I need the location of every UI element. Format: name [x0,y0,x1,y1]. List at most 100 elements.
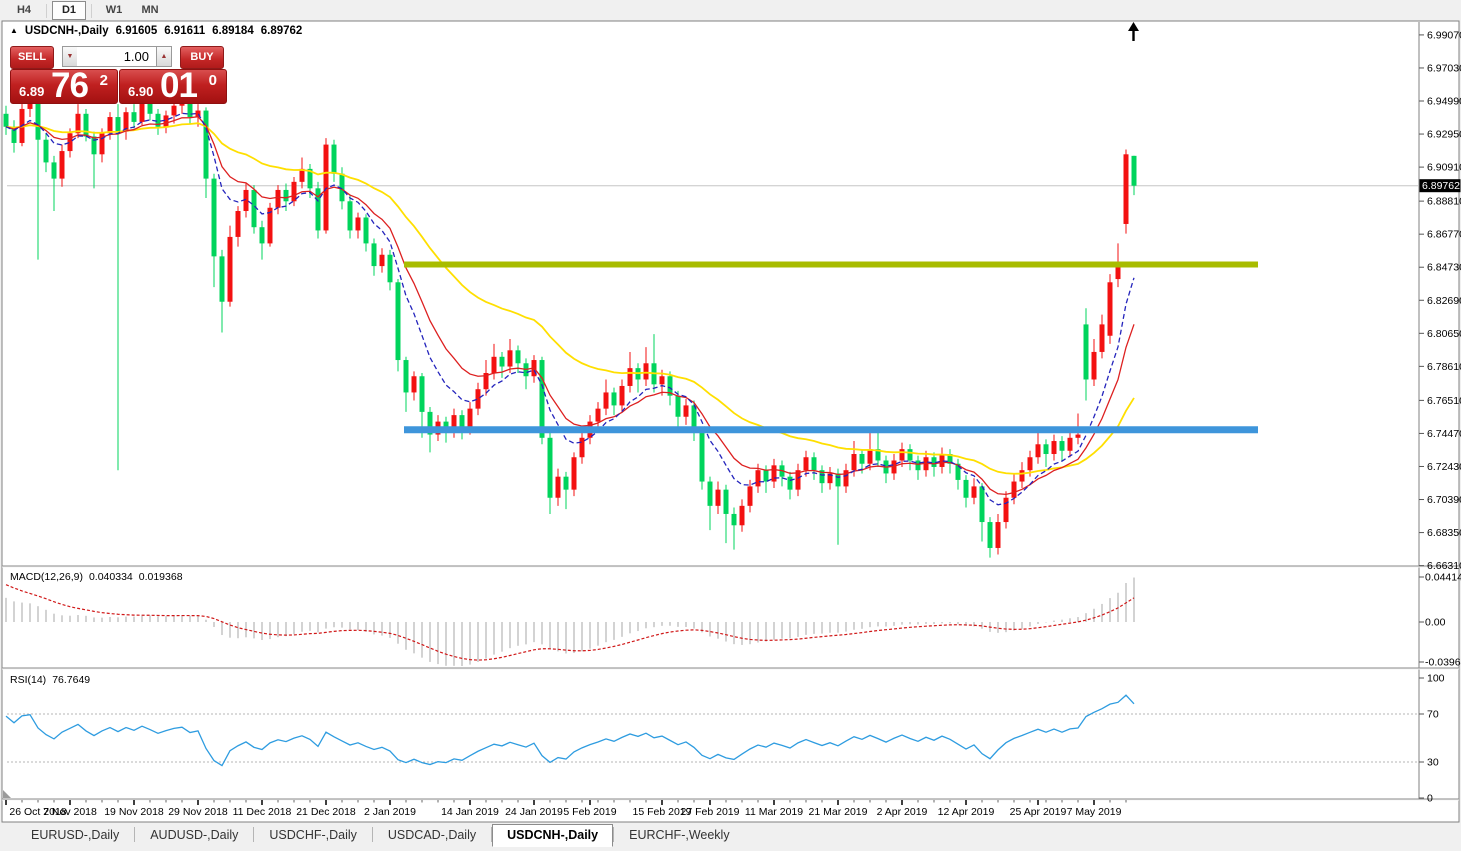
candle-body [131,112,137,122]
macd-axis-label: 0.00 [1425,617,1446,629]
candle-body [891,460,897,474]
bid-price-tile[interactable]: 6.89 76 2 [10,66,118,105]
tab-eurusd[interactable]: EURUSD-,Daily [31,828,120,842]
candle-body [59,151,65,179]
date-tick-label: 14 Jan 2019 [441,806,499,818]
candle-body [219,256,225,302]
candle-body [899,449,905,461]
candle-body [955,463,961,480]
bid-price-small: 6.89 [19,84,45,99]
timeframe-button-mn[interactable]: MN [141,4,159,16]
macd-axis-label: 0.044143 [1425,572,1461,584]
rsi-axis-label: 70 [1427,709,1439,721]
candle-body [795,470,801,490]
candle-body [571,457,577,490]
candle-body [355,217,361,231]
ask-price-tile[interactable]: 6.90 01 0 [119,66,227,105]
current-price-badge-label: 6.89762 [1422,180,1460,192]
macd-indicator-label: MACD(12,26,9) 0.040334 0.019368 [10,571,183,583]
ohlc-close: 6.89762 [260,25,303,37]
date-tick-label: 7 May 2019 [1067,806,1122,818]
candle-body [275,189,281,208]
candle-body [803,457,809,471]
candle-body [1123,154,1129,224]
timeframe-button-d1[interactable]: D1 [52,1,86,20]
candle-body [739,505,745,526]
candle-body [227,236,233,302]
tab-usdcnh[interactable]: USDCNH-,Daily [492,824,614,847]
candle-body [123,112,129,132]
ohlc-low: 6.89184 [212,25,254,37]
current-price-badge [1419,179,1461,193]
rsi-name: RSI(14) [10,674,47,686]
candle-body [51,162,57,179]
candle-body [1131,155,1137,186]
pane-resize-grip[interactable] [3,790,11,798]
candle-body [3,113,9,127]
candle-body [331,144,337,174]
candle-body [547,437,553,498]
tab-usdcad[interactable]: USDCAD-,Daily [387,828,477,842]
price-scale[interactable]: 6.99070 6.97030 6.94990 6.92950 6.90910 6.888… [1419,29,1461,572]
date-tick-label: 15 Feb 2019 [633,806,692,818]
candle-body [379,254,385,267]
candle-body [611,392,617,406]
candle-body [291,181,297,202]
candle-body [35,102,41,140]
price-tick-label: 6.90910 [1427,162,1461,174]
candle-body [851,454,857,471]
collapse-chart-icon[interactable]: ▲ [10,26,18,35]
candle-body [563,476,569,490]
candle-body [411,376,417,393]
candle-body [1075,434,1081,438]
ma-mid-line [5,115,1135,495]
candle-body [819,470,825,484]
candle-body [595,408,601,422]
macd-signal-line [5,584,1135,661]
candle-body [163,115,169,127]
volume-decrease-button[interactable]: ▼ [62,46,78,67]
candle-body [667,376,673,396]
candle-body [1051,441,1057,455]
candle-body [1043,444,1049,455]
candle-body [27,102,33,109]
candle-body [907,449,913,461]
rsi-axis-label: 0 [1427,793,1433,805]
timeframe-button-h4[interactable]: H4 [16,4,32,16]
candle-body [835,473,841,487]
volume-increase-button[interactable]: ▲ [156,46,172,67]
price-tick-label: 6.92950 [1427,129,1461,141]
candle-body [987,522,993,548]
timeframe-button-w1[interactable]: W1 [105,4,123,16]
candle-body [979,486,985,523]
candle-body [211,178,217,257]
volume-input[interactable] [77,46,157,67]
macd-axis-label: -0.03964 [1425,657,1461,669]
sell-button[interactable]: SELL [10,46,54,69]
candle-body [1027,457,1033,471]
date-tick-label: 29 Nov 2018 [168,806,228,818]
price-tick-label: 6.99070 [1427,29,1461,41]
buy-button[interactable]: BUY [180,46,224,69]
candle-body [763,470,769,482]
tab-usdchf[interactable]: USDCHF-,Daily [269,828,357,842]
tab-audusd[interactable]: AUDUSD-,Daily [150,828,239,842]
tab-eurchf[interactable]: EURCHF-,Weekly [629,828,730,842]
macd-pane: 0.044143 0.00 -0.03964 [5,572,1461,669]
candle-body [299,168,305,182]
candle-body [115,117,121,132]
price-tick-label: 6.86770 [1427,229,1461,241]
candle-body [627,368,633,386]
candle-body [867,449,873,464]
candle-body [1067,437,1073,451]
candle-body [451,415,457,432]
ask-price-sup: 0 [208,72,217,89]
mouse-cursor-icon [1128,22,1139,41]
candle-body [683,405,689,417]
chart-title: ▲ USDCNH-,Daily 6.91605 6.91611 6.89184 … [10,25,302,37]
candle-body [419,376,425,412]
candle-body [491,356,497,374]
